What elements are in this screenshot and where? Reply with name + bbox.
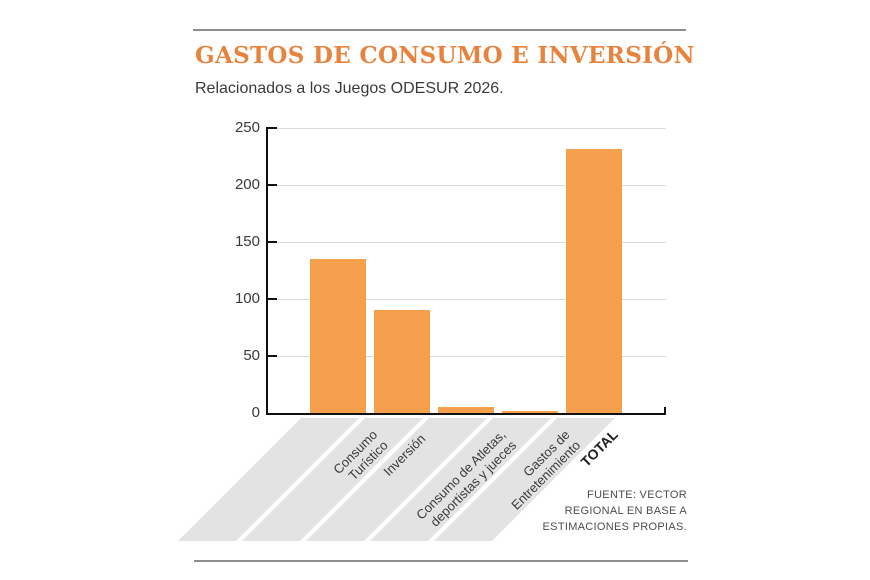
bar (502, 410, 558, 413)
y-axis-tick-label: 200 (234, 176, 260, 193)
bar (374, 310, 430, 413)
bar (438, 407, 494, 413)
y-axis-tick (268, 241, 277, 243)
chart-subtitle: Relacionados a los Juegos ODESUR 2026. (195, 80, 504, 97)
y-axis-tick-label: 150 (234, 233, 260, 250)
y-axis-tick (268, 184, 277, 186)
x-axis-line (266, 413, 666, 415)
x-axis-end-cap (664, 407, 666, 415)
chart-title: GASTOS DE CONSUMO E INVERSIÓN (195, 42, 695, 69)
bar (310, 259, 366, 413)
y-axis-tick (268, 355, 277, 357)
bottom-divider (194, 560, 688, 562)
y-axis-tick (268, 127, 277, 129)
y-axis-line (266, 127, 268, 415)
gridline (268, 184, 666, 186)
source-note: FUENTE: VECTOR REGIONAL EN BASE A ESTIMACI… (543, 487, 687, 535)
y-axis-tick-label: 100 (234, 290, 260, 307)
source-text-line: FUENTE: VECTOR (587, 489, 687, 501)
y-axis-tick-label: 250 (234, 119, 260, 136)
y-axis-tick-label: 0 (251, 404, 260, 421)
y-axis-tick (268, 298, 277, 300)
source-text-line: REGIONAL EN BASE A (564, 505, 687, 517)
y-axis-tick-label: 50 (243, 347, 260, 364)
bar (566, 148, 622, 413)
gridline (268, 298, 666, 300)
gridline (268, 241, 666, 243)
top-divider (193, 29, 686, 31)
gridline (268, 355, 666, 357)
gridline (268, 127, 666, 129)
source-text-line: ESTIMACIONES PROPIAS. (542, 521, 687, 533)
